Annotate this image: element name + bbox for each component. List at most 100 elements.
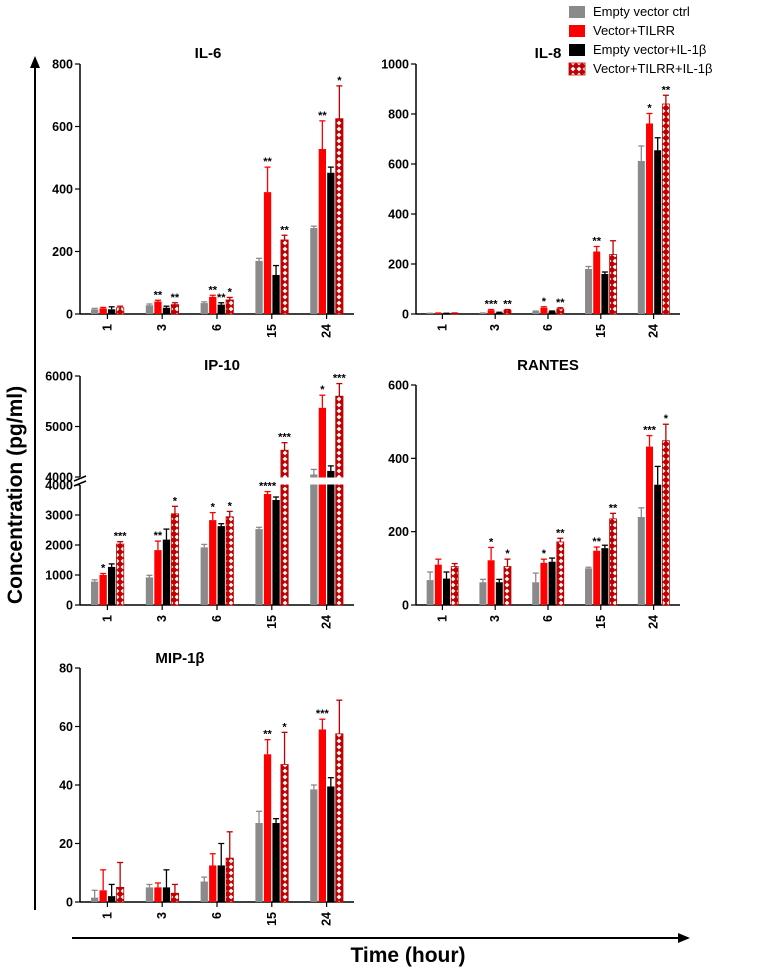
x-tick-label: 3	[155, 324, 169, 331]
significance-label: *	[211, 502, 216, 514]
y-tick-label: 800	[388, 108, 409, 122]
x-tick-label: 3	[155, 615, 169, 622]
y-tick-label: 0	[66, 599, 73, 613]
y-tick-label: 4000	[45, 471, 73, 485]
y-tick-label: 1000	[45, 569, 73, 583]
bar	[217, 304, 225, 314]
bar	[310, 228, 318, 314]
bar	[217, 865, 225, 902]
axis-break-gap	[253, 477, 290, 485]
bar	[272, 500, 280, 605]
x-tick-label: 6	[210, 324, 224, 331]
legend-swatch	[569, 44, 585, 56]
bar	[479, 582, 487, 605]
x-tick-label: 1	[435, 615, 449, 622]
bar	[540, 562, 548, 605]
y-tick-label: 400	[388, 452, 409, 466]
bar	[116, 886, 125, 903]
bar	[327, 786, 335, 902]
x-tick-label: 6	[210, 615, 224, 622]
x-tick-label: 1	[435, 324, 449, 331]
bar	[661, 103, 670, 315]
bar	[426, 580, 434, 605]
bar	[280, 764, 289, 903]
significance-label: *	[505, 548, 510, 560]
bar	[495, 312, 503, 314]
x-tick-label: 15	[594, 615, 608, 629]
x-tick-label: 15	[265, 615, 279, 629]
y-tick-label: 200	[388, 258, 409, 272]
legend-swatch	[569, 25, 585, 37]
significance-label: **	[171, 292, 180, 304]
y-tick-label: 6000	[45, 370, 73, 384]
significance-label: *	[228, 286, 233, 298]
x-tick-label: 24	[320, 912, 334, 926]
bar	[585, 269, 593, 314]
bar	[335, 395, 344, 606]
significance-label: **	[280, 224, 289, 236]
x-tick-label: 15	[265, 324, 279, 338]
x-tick-label: 6	[541, 615, 555, 622]
significance-label: **	[556, 527, 565, 539]
bar	[654, 484, 662, 605]
bar	[601, 548, 609, 605]
bar	[434, 564, 442, 605]
bar	[99, 575, 107, 605]
bar	[556, 541, 565, 606]
legend-item: Empty vector ctrl	[569, 4, 690, 19]
legend-item: Vector+TILRR+IL-1β	[568, 61, 712, 76]
bar	[91, 581, 99, 605]
significance-label: *	[320, 384, 325, 396]
y-tick-label: 600	[52, 120, 73, 134]
significance-label: *	[282, 721, 287, 733]
bar	[145, 577, 154, 605]
bar	[91, 897, 99, 902]
bar	[318, 407, 326, 605]
bar	[503, 566, 512, 606]
x-tick-label: 15	[265, 912, 279, 926]
bar	[310, 474, 318, 605]
significance-label: *	[101, 563, 106, 575]
bar	[263, 192, 272, 314]
y-tick-label: 0	[402, 308, 409, 322]
significance-label: *	[647, 103, 652, 115]
y-tick-label: 40	[59, 779, 73, 793]
bar	[154, 301, 162, 314]
significance-label: *	[542, 296, 547, 308]
bar	[609, 254, 617, 315]
bar	[327, 172, 335, 314]
bar	[272, 823, 280, 902]
global-y-label: Concentration (pg/ml)	[4, 386, 27, 604]
y-tick-label: 4000	[45, 479, 73, 493]
bar	[661, 440, 670, 606]
legend: Empty vector ctrl Vector+TILRR Empty vec…	[568, 4, 712, 76]
bar	[225, 299, 234, 315]
y-tick-label: 200	[388, 525, 409, 539]
significance-label: **	[503, 299, 512, 311]
significance-label: **	[609, 502, 618, 514]
bar	[637, 517, 645, 605]
bar	[209, 520, 217, 605]
significance-label: **	[217, 292, 226, 304]
bar	[154, 550, 162, 605]
y-tick-label: 5000	[45, 420, 73, 434]
y-tick-label: 20	[59, 837, 73, 851]
significance-label: **	[662, 84, 671, 96]
significance-label: **	[154, 289, 163, 301]
bar	[108, 896, 116, 902]
bar	[450, 566, 459, 606]
y-tick-label: 0	[402, 599, 409, 613]
axis-break-gap	[144, 477, 181, 485]
legend-swatch	[569, 6, 585, 18]
x-tick-label: 24	[647, 324, 661, 338]
bar	[170, 513, 179, 606]
bar	[335, 118, 344, 315]
bar	[154, 887, 162, 902]
y-tick-label: 2000	[45, 539, 73, 553]
significance-label: *	[542, 548, 547, 560]
bar	[170, 304, 179, 315]
